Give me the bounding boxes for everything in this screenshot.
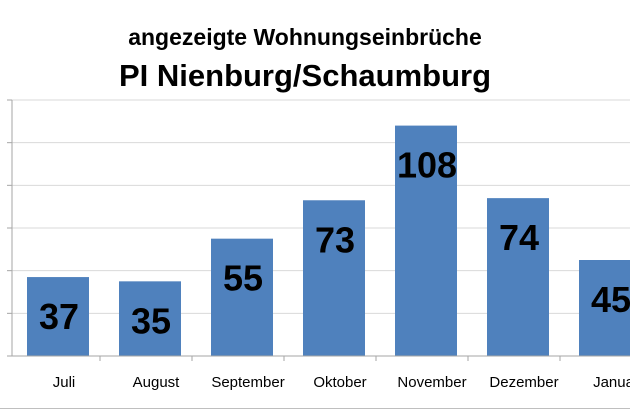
data-label: 73 xyxy=(315,219,355,260)
category-label: August xyxy=(133,374,181,391)
category-label: Dezember xyxy=(489,374,558,391)
chart-frame-border xyxy=(0,408,630,409)
category-label: November xyxy=(397,374,466,391)
data-label: 108 xyxy=(397,145,457,186)
data-label: 45 xyxy=(591,279,630,320)
category-label: Juli xyxy=(53,374,76,391)
data-label: 35 xyxy=(131,300,171,341)
chart-title: angezeigte Wohnungseinbrüche xyxy=(128,24,482,50)
data-label: 74 xyxy=(499,217,539,258)
bar-november xyxy=(395,125,457,356)
data-label: 55 xyxy=(223,258,263,299)
bar-dezember xyxy=(487,198,549,356)
bar-januar xyxy=(579,260,630,356)
data-label: 37 xyxy=(39,296,79,337)
category-label: Oktober xyxy=(313,374,366,391)
bar-august xyxy=(119,281,181,356)
bar-oktober xyxy=(303,200,365,356)
bar-juli xyxy=(27,277,89,356)
bar-september xyxy=(211,238,273,356)
category-label: Januar xyxy=(593,374,630,391)
category-label: September xyxy=(211,374,284,391)
chart-subtitle: PI Nienburg/Schaumburg xyxy=(118,58,492,93)
